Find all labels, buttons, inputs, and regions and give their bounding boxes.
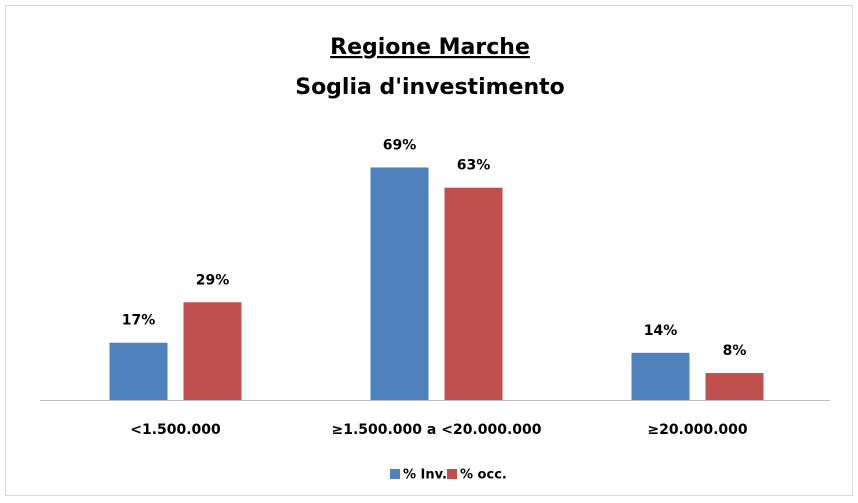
bar	[631, 352, 690, 400]
legend-swatch	[390, 469, 400, 479]
bar	[370, 167, 429, 400]
chart-subtitle: Soglia d'investimento	[295, 75, 565, 100]
chart-title: Regione Marche	[330, 35, 530, 60]
data-label: 29%	[196, 272, 230, 288]
legend-label: % Inv.	[403, 468, 447, 483]
x-tick-label: ≥20.000.000	[647, 422, 748, 438]
data-label: 63%	[457, 158, 491, 174]
bar	[183, 302, 242, 400]
legend-swatch	[447, 469, 457, 479]
bar	[444, 187, 503, 400]
bar	[109, 342, 168, 400]
data-label: 14%	[644, 323, 678, 339]
bar	[705, 373, 764, 400]
data-label: 17%	[122, 313, 156, 329]
data-label: 8%	[723, 343, 747, 359]
x-tick-label: ≥1.500.000 a <20.000.000	[331, 422, 541, 438]
data-label: 69%	[383, 137, 417, 153]
chart-frame	[5, 5, 853, 496]
x-tick-label: <1.500.000	[130, 422, 221, 438]
legend-label: % occ.	[460, 468, 507, 483]
